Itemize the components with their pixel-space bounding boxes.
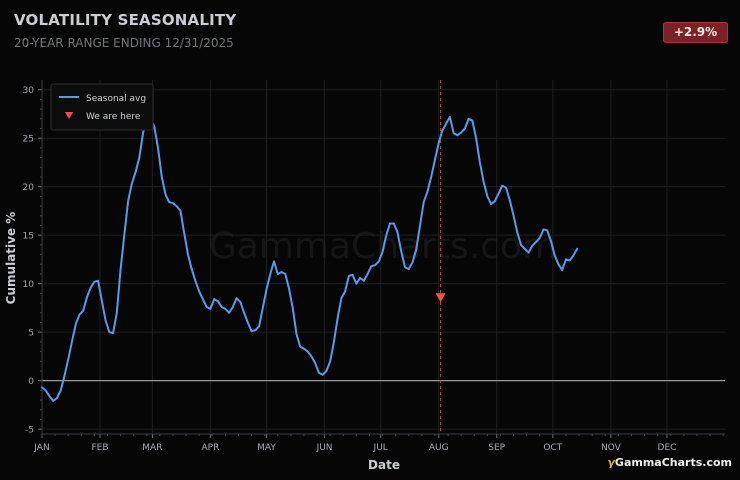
y-tick-label: 20 <box>23 183 35 193</box>
we-are-here-marker <box>435 293 446 303</box>
change-badge: +2.9% <box>663 22 728 43</box>
x-axis: JAN FEB MAR APR MAY JUN JUL AUG SEP OCT NOV DEC <box>33 433 725 453</box>
x-tick-label: NOV <box>601 443 622 453</box>
y-tick-label: 15 <box>23 232 34 242</box>
x-tick-label: SEP <box>488 443 505 453</box>
y-axis-label: Cumulative % <box>4 212 18 305</box>
legend-label-seasonal-avg: Seasonal avg <box>86 94 146 104</box>
legend-label-we-are-here: We are here <box>86 112 141 122</box>
chart-subtitle: 20-YEAR RANGE ENDING 12/31/2025 <box>14 36 234 50</box>
x-tick-label: DEC <box>658 443 677 453</box>
legend-marker-swatch <box>65 112 73 119</box>
x-tick-label: APR <box>201 443 219 453</box>
y-tick-label: 5 <box>28 329 34 339</box>
x-tick-label: JAN <box>33 443 49 453</box>
y-axis: -5 0 5 10 15 20 25 30 <box>23 80 43 436</box>
y-tick-label: 30 <box>23 86 35 96</box>
y-tick-label: 25 <box>23 135 34 145</box>
legend-box <box>50 83 154 131</box>
y-tick-label: -5 <box>25 426 34 436</box>
series-line-seasonal-avg <box>41 114 579 402</box>
x-tick-label: JUN <box>316 443 333 453</box>
chart-title: VOLATILITY SEASONALITY <box>14 11 237 29</box>
gamma-icon: γ <box>607 456 615 469</box>
x-tick-label: OCT <box>543 443 562 453</box>
y-tick-label: 10 <box>23 280 35 290</box>
x-tick-label: MAY <box>257 443 276 453</box>
x-axis-label: Date <box>368 458 400 472</box>
y-tick-label: 0 <box>28 377 34 387</box>
x-tick-label: AUG <box>429 443 449 453</box>
brand-logo: γGammaCharts.com <box>607 456 732 469</box>
legend: Seasonal avg We are here <box>50 83 154 131</box>
x-tick-label: MAR <box>142 443 162 453</box>
x-tick-label: FEB <box>91 443 108 453</box>
brand-text: GammaCharts.com <box>614 456 732 469</box>
x-tick-label: JUL <box>373 443 388 453</box>
